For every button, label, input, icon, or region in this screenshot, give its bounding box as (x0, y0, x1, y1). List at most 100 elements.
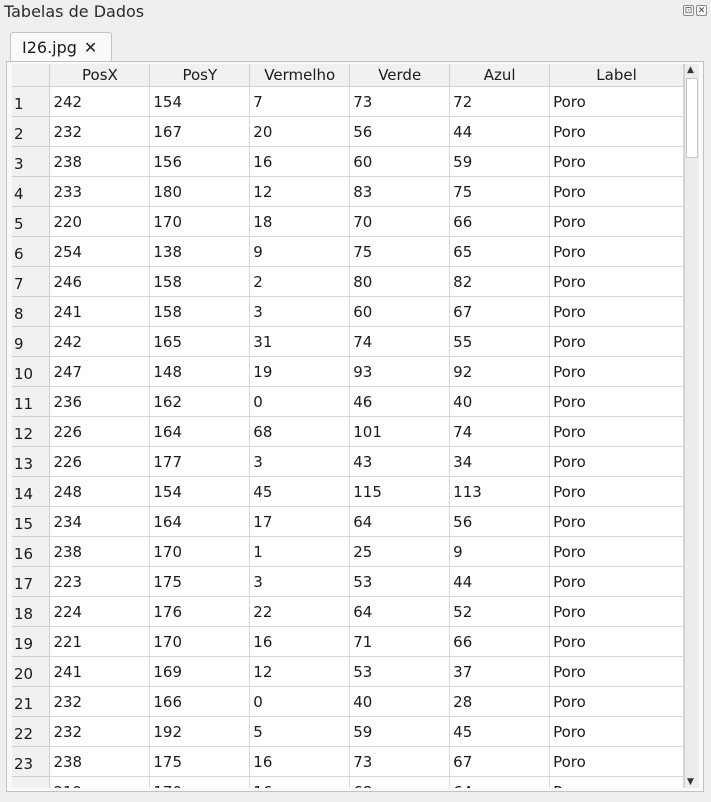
cell-vermelho[interactable]: 16 (249, 746, 351, 777)
row-header[interactable]: 24 (12, 776, 51, 788)
cell-posx[interactable]: 241 (49, 296, 151, 327)
cell-vermelho[interactable]: 31 (249, 326, 351, 357)
cell-verde[interactable]: 73 (349, 86, 451, 117)
cell-posx[interactable]: 242 (49, 326, 151, 357)
row-header[interactable]: 20 (12, 656, 51, 687)
table-row[interactable]: 9 242 165 31 74 55 Poro (12, 326, 684, 357)
cell-label[interactable]: Poro (549, 386, 684, 417)
cell-azul[interactable]: 74 (449, 416, 551, 447)
table-row[interactable]: 13 226 177 3 43 34 Poro (12, 446, 684, 477)
row-header[interactable]: 6 (12, 236, 51, 267)
cell-label[interactable]: Poro (549, 506, 684, 537)
cell-posx[interactable]: 242 (49, 86, 151, 117)
cell-posy[interactable]: 170 (149, 206, 251, 237)
cell-azul[interactable]: 92 (449, 356, 551, 387)
cell-verde[interactable]: 101 (349, 416, 451, 447)
cell-label[interactable]: Poro (549, 86, 684, 117)
cell-azul[interactable]: 66 (449, 626, 551, 657)
cell-verde[interactable]: 70 (349, 206, 451, 237)
close-icon[interactable]: ✕ (696, 5, 707, 16)
row-header[interactable]: 4 (12, 176, 51, 207)
cell-posy[interactable]: 164 (149, 506, 251, 537)
cell-label[interactable]: Poro (549, 626, 684, 657)
cell-posy[interactable]: 169 (149, 656, 251, 687)
cell-verde[interactable]: 53 (349, 656, 451, 687)
cell-posy[interactable]: 180 (149, 176, 251, 207)
cell-posy[interactable]: 165 (149, 326, 251, 357)
cell-label[interactable]: Poro (549, 656, 684, 687)
cell-posx[interactable]: 236 (49, 386, 151, 417)
row-header[interactable]: 15 (12, 506, 51, 537)
row-header[interactable]: 18 (12, 596, 51, 627)
cell-vermelho[interactable]: 12 (249, 176, 351, 207)
table-row[interactable]: 21 232 166 0 40 28 Poro (12, 686, 684, 717)
cell-posx[interactable]: 234 (49, 506, 151, 537)
cell-posx[interactable]: 254 (49, 236, 151, 267)
cell-label[interactable]: Poro (549, 776, 684, 788)
column-header-posy[interactable]: PosY (149, 64, 251, 87)
table-row[interactable]: 22 232 192 5 59 45 Poro (12, 716, 684, 747)
cell-vermelho[interactable]: 68 (249, 416, 351, 447)
cell-label[interactable]: Poro (549, 326, 684, 357)
cell-posx[interactable]: 219 (49, 776, 151, 788)
cell-vermelho[interactable]: 16 (249, 146, 351, 177)
row-header[interactable]: 5 (12, 206, 51, 237)
row-header[interactable]: 17 (12, 566, 51, 597)
cell-vermelho[interactable]: 1 (249, 536, 351, 567)
table-row[interactable]: 10 247 148 19 93 92 Poro (12, 356, 684, 387)
row-header[interactable]: 2 (12, 116, 51, 147)
cell-label[interactable]: Poro (549, 746, 684, 777)
table-row[interactable]: 24219170166864Poro (12, 776, 684, 788)
cell-vermelho[interactable]: 3 (249, 446, 351, 477)
cell-vermelho[interactable]: 2 (249, 266, 351, 297)
cell-posy[interactable]: 175 (149, 746, 251, 777)
cell-posy[interactable]: 192 (149, 716, 251, 747)
row-header[interactable]: 12 (12, 416, 51, 447)
row-header[interactable]: 1 (12, 86, 51, 117)
cell-azul[interactable]: 40 (449, 386, 551, 417)
cell-label[interactable]: Poro (549, 206, 684, 237)
cell-label[interactable]: Poro (549, 416, 684, 447)
cell-verde[interactable]: 60 (349, 296, 451, 327)
cell-azul[interactable]: 37 (449, 656, 551, 687)
cell-verde[interactable]: 56 (349, 116, 451, 147)
row-header[interactable]: 9 (12, 326, 51, 357)
table-row[interactable]: 6 254 138 9 75 65 Poro (12, 236, 684, 267)
table-row[interactable]: 17 223 175 3 53 44 Poro (12, 566, 684, 597)
row-header[interactable]: 10 (12, 356, 51, 387)
cell-posx[interactable]: 238 (49, 536, 151, 567)
cell-posx[interactable]: 226 (49, 446, 151, 477)
data-table[interactable]: PosX PosY Vermelho Verde Azul Label 1 242… (12, 64, 684, 788)
cell-posy[interactable]: 158 (149, 266, 251, 297)
cell-vermelho[interactable]: 9 (249, 236, 351, 267)
column-header-azul[interactable]: Azul (449, 64, 551, 87)
cell-vermelho[interactable]: 22 (249, 596, 351, 627)
cell-verde[interactable]: 60 (349, 146, 451, 177)
cell-vermelho[interactable]: 7 (249, 86, 351, 117)
cell-azul[interactable]: 44 (449, 116, 551, 147)
cell-azul[interactable]: 82 (449, 266, 551, 297)
cell-posy[interactable]: 164 (149, 416, 251, 447)
cell-posx[interactable]: 238 (49, 746, 151, 777)
cell-azul[interactable]: 72 (449, 86, 551, 117)
cell-verde[interactable]: 64 (349, 596, 451, 627)
cell-posy[interactable]: 138 (149, 236, 251, 267)
corner-cell[interactable] (12, 64, 51, 87)
column-header-posx[interactable]: PosX (49, 64, 151, 87)
cell-azul[interactable]: 66 (449, 206, 551, 237)
scroll-down-arrow-icon[interactable]: ▼ (687, 777, 694, 787)
cell-azul[interactable]: 9 (449, 536, 551, 567)
cell-label[interactable]: Poro (549, 176, 684, 207)
cell-posy[interactable]: 170 (149, 776, 251, 788)
cell-posx[interactable]: 232 (49, 716, 151, 747)
row-header[interactable]: 3 (12, 146, 51, 177)
cell-azul[interactable]: 28 (449, 686, 551, 717)
cell-posx[interactable]: 247 (49, 356, 151, 387)
cell-posx[interactable]: 232 (49, 686, 151, 717)
row-header[interactable]: 16 (12, 536, 51, 567)
cell-vermelho[interactable]: 0 (249, 386, 351, 417)
row-header[interactable]: 14 (12, 476, 51, 507)
cell-posy[interactable]: 148 (149, 356, 251, 387)
column-header-verde[interactable]: Verde (349, 64, 451, 87)
cell-verde[interactable]: 46 (349, 386, 451, 417)
